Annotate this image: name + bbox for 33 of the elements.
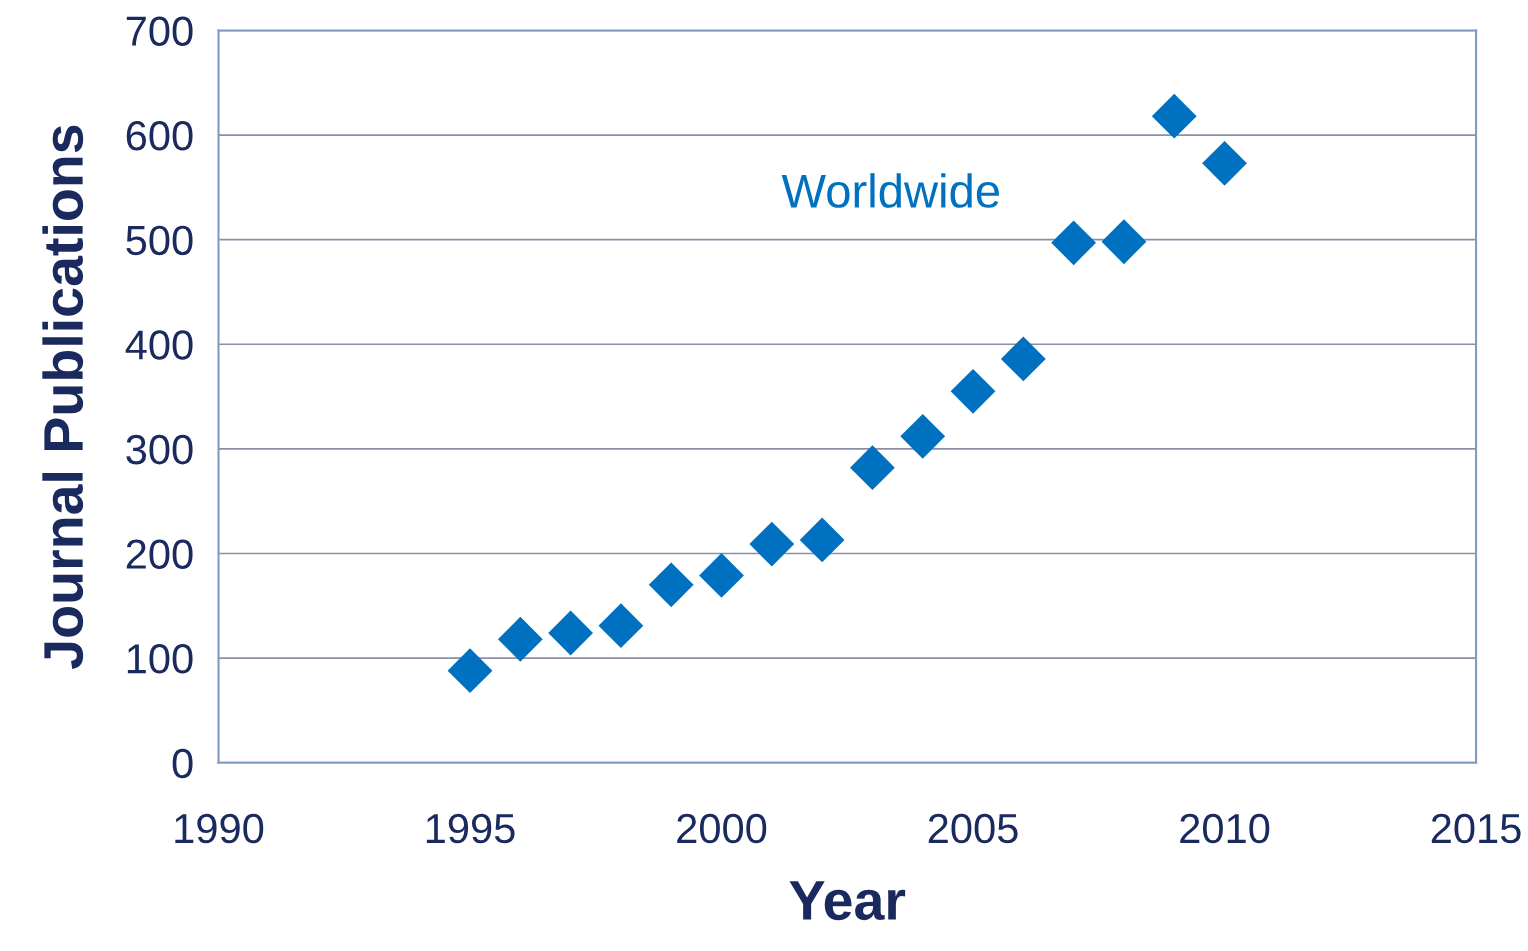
point xyxy=(598,603,644,649)
x-tick-label: 2010 xyxy=(1180,813,1270,844)
point xyxy=(1101,219,1147,265)
point xyxy=(799,517,845,563)
point xyxy=(1051,220,1097,266)
point xyxy=(950,368,996,414)
x-tick-label: 2015 xyxy=(1431,813,1521,844)
y-tick-label: 500 xyxy=(126,225,193,256)
y-tick-label: 0 xyxy=(172,748,193,779)
y-tick-label: 400 xyxy=(125,330,193,360)
x-axis-title: Year xyxy=(789,881,906,921)
point xyxy=(749,521,795,567)
point xyxy=(850,445,895,491)
x-tick-label: 1990 xyxy=(175,813,264,844)
y-axis-title: Journal Publications xyxy=(42,125,84,669)
y-tick-label: 600 xyxy=(126,121,193,151)
point xyxy=(1151,93,1197,139)
point xyxy=(497,616,543,662)
point xyxy=(447,648,493,694)
y-tick-label: 100 xyxy=(127,644,193,674)
point xyxy=(699,553,744,598)
x-tick-label: 2000 xyxy=(677,813,767,844)
series-label: Worldwide xyxy=(781,173,999,208)
point xyxy=(900,413,946,459)
point xyxy=(1000,336,1046,382)
x-tick-label: 2005 xyxy=(928,813,1018,844)
x-tick-label: 1995 xyxy=(426,813,515,844)
y-tick-label: 300 xyxy=(126,434,193,465)
y-tick-label: 700 xyxy=(126,16,193,46)
point xyxy=(548,610,594,656)
point xyxy=(1202,140,1247,186)
y-tick-label: 200 xyxy=(126,539,193,569)
point xyxy=(648,562,694,608)
